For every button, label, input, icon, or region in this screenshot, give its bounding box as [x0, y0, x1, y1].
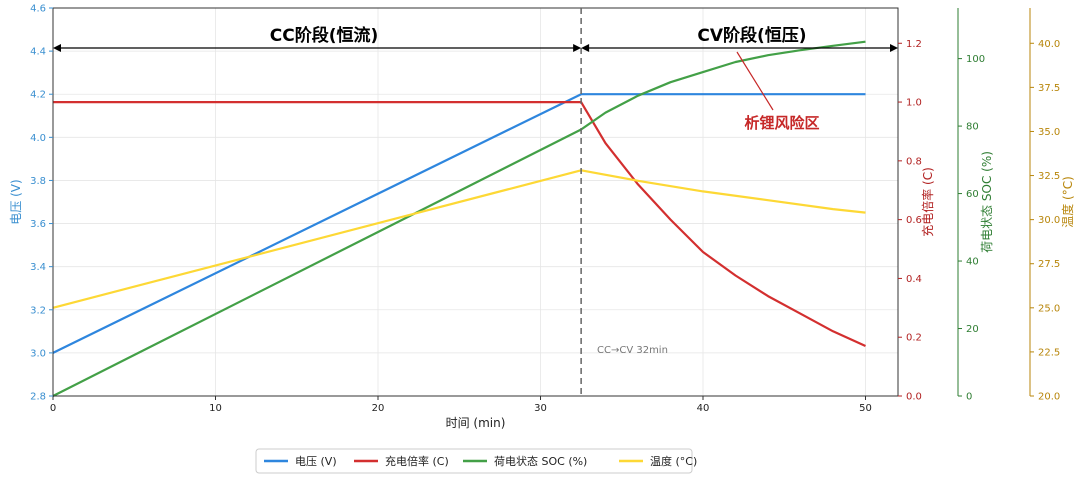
crate-tick-label: 1.2	[906, 39, 922, 50]
cv-phase-arrow	[581, 44, 898, 52]
temp-tick-label: 32.5	[1038, 171, 1060, 182]
cv-phase-arrow-head-right	[890, 44, 898, 52]
voltage-tick-label: 4.4	[30, 47, 46, 58]
cc-phase-arrow-head-right	[573, 44, 582, 52]
voltage-tick-label: 3.6	[30, 219, 46, 230]
axes-group	[49, 7, 1034, 400]
voltage-axis-label: 电压 (V)	[9, 179, 23, 224]
crate-tick-label: 0.8	[906, 156, 922, 167]
voltage-tick-label: 3.8	[30, 176, 46, 187]
risk-pointer-line	[736, 51, 774, 111]
temp-tick-label: 37.5	[1038, 83, 1060, 94]
cc-phase-arrow-head-left	[53, 44, 61, 52]
cv-phase-label: CV阶段(恒压)	[697, 25, 806, 46]
annotations-group: CC阶段(恒流) CV阶段(恒压) CC→CV 32min 析锂风险区	[53, 8, 898, 396]
cc-phase-label: CC阶段(恒流)	[270, 25, 379, 46]
x-tick-label: 0	[50, 403, 56, 414]
soc-tick-label: 80	[966, 122, 979, 133]
voltage-tick-label: 4.6	[30, 4, 46, 15]
crate-tick-label: 0.0	[906, 392, 922, 403]
voltage-tick-label: 3.2	[30, 305, 46, 316]
transition-label: CC→CV 32min	[597, 345, 668, 356]
soc-axis-label: 荷电状态 SOC (%)	[980, 151, 994, 253]
legend-label-crate: 充电倍率 (C)	[385, 454, 449, 468]
x-tick-label: 40	[697, 403, 710, 414]
temp-tick-label: 27.5	[1038, 259, 1060, 270]
x-axis-label: 时间 (min)	[446, 416, 506, 430]
crate-axis-label: 充电倍率 (C)	[920, 167, 935, 237]
soc-tick-label: 0	[966, 392, 972, 403]
temp-tick-label: 30.0	[1038, 215, 1060, 226]
voltage-tick-label: 4.0	[30, 133, 46, 144]
legend-label-voltage: 电压 (V)	[295, 455, 337, 468]
legend: 电压 (V) 充电倍率 (C) 荷电状态 SOC (%) 温度 (°C)	[255, 448, 697, 474]
x-tick-label: 30	[534, 403, 547, 414]
crate-tick-label: 0.2	[906, 333, 922, 344]
temp-tick-label: 20.0	[1038, 392, 1060, 403]
temp-tick-label: 25.0	[1038, 303, 1060, 314]
temp-tick-label: 35.0	[1038, 127, 1060, 138]
crate-tick-label: 0.6	[906, 215, 922, 226]
series-line-voltage	[52, 93, 866, 354]
soc-tick-label: 60	[966, 189, 979, 200]
crate-tick-label: 0.4	[906, 274, 922, 285]
temp-tick-label: 22.5	[1038, 347, 1060, 358]
voltage-tick-label: 3.0	[30, 348, 46, 359]
series-group	[52, 40, 866, 397]
grid-lines	[52, 7, 898, 397]
crate-tick-label: 1.0	[906, 98, 922, 109]
legend-label-temp: 温度 (°C)	[650, 454, 697, 468]
series-line-soc	[52, 40, 866, 397]
cc-phase-arrow	[53, 44, 582, 52]
temp-tick-label: 40.0	[1038, 39, 1060, 50]
voltage-tick-label: 4.2	[30, 90, 46, 101]
legend-label-soc: 荷电状态 SOC (%)	[494, 454, 587, 468]
x-tick-label: 50	[859, 403, 872, 414]
soc-tick-label: 40	[966, 257, 979, 268]
voltage-tick-label: 2.8	[30, 392, 46, 403]
tick-labels: 0 10 20 30 40 50 时间 (min) 2.8 3.0 3.2 3.4 3.6 3.8 4.0…	[9, 4, 1075, 431]
risk-zone-label: 析锂风险区	[744, 114, 819, 132]
soc-tick-label: 100	[966, 54, 985, 65]
temp-axis-label: 温度 (°C)	[1060, 176, 1075, 228]
voltage-tick-label: 3.4	[30, 262, 46, 273]
series-line-crate	[53, 100, 866, 348]
x-tick-label: 10	[209, 403, 222, 414]
x-tick-label: 20	[372, 403, 385, 414]
cv-phase-arrow-head-left	[581, 44, 590, 52]
plot-frame	[52, 7, 899, 397]
soc-tick-label: 20	[966, 324, 979, 335]
